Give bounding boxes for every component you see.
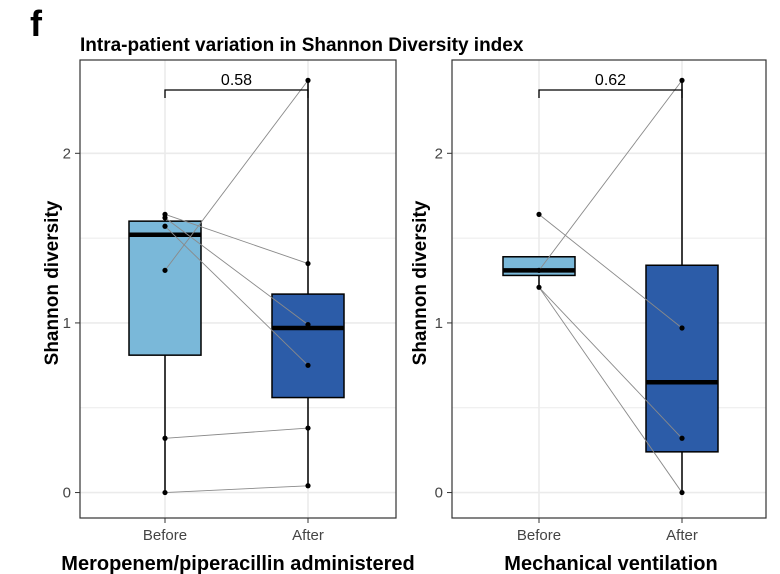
data-point <box>162 435 168 441</box>
p-value-label: 0.58 <box>221 72 252 89</box>
x-tick-label: After <box>666 527 698 544</box>
data-point <box>305 260 311 267</box>
y-tick-label: 0 <box>435 485 443 502</box>
box-after <box>645 264 719 453</box>
x-tick-label: After <box>292 527 324 544</box>
data-point <box>305 483 311 489</box>
data-point <box>162 211 168 217</box>
data-point <box>679 325 685 331</box>
pair-line <box>164 427 309 439</box>
pair-line <box>538 287 683 493</box>
y-tick-label: 0 <box>63 485 71 502</box>
data-point <box>536 284 542 290</box>
figure-title: Intra-patient variation in Shannon Diver… <box>80 35 524 56</box>
y-tick-label: 1 <box>63 315 71 332</box>
data-point <box>305 425 311 431</box>
p-value-label: 0.62 <box>595 72 626 89</box>
pair-line <box>538 286 683 439</box>
y-tick-label: 2 <box>435 145 443 162</box>
x-axis-label-left: Meropenem/piperacillin administered <box>61 553 414 574</box>
data-point <box>679 489 685 496</box>
box-after <box>271 293 345 399</box>
data-point <box>536 267 542 273</box>
comparison-bracket <box>538 89 683 98</box>
x-tick-label: Before <box>517 527 561 544</box>
panel-border <box>451 59 767 519</box>
y-tick-label: 2 <box>63 145 71 162</box>
comparison-bracket <box>164 89 309 98</box>
data-point <box>162 489 168 496</box>
data-point <box>162 223 168 229</box>
x-axis-label-right: Mechanical ventilation <box>504 553 717 574</box>
pair-line <box>164 225 309 366</box>
y-tick-label: 1 <box>435 315 443 332</box>
pair-line <box>164 80 309 271</box>
panel-border <box>79 59 397 519</box>
panel-letter: f <box>30 3 43 44</box>
pair-line <box>538 214 683 329</box>
box-before <box>128 220 202 356</box>
data-point <box>305 77 311 83</box>
data-point <box>679 435 685 441</box>
data-point <box>162 267 168 273</box>
y-axis-label-right: Shannon diversity <box>410 200 431 365</box>
data-point <box>679 77 685 83</box>
y-axis-label-left: Shannon diversity <box>42 200 63 365</box>
panel-mechanical-ventilation: 0 1 2 Before After 0.62 <box>435 59 767 544</box>
pair-line <box>164 485 309 494</box>
data-point <box>305 322 311 328</box>
pair-line <box>538 80 683 271</box>
pair-line <box>164 217 309 325</box>
data-point <box>536 211 542 217</box>
x-tick-label: Before <box>143 527 187 544</box>
pair-line <box>164 213 309 264</box>
data-point <box>305 362 311 368</box>
panel-meropenem: 0 1 2 Before After 0.58 <box>63 59 397 544</box>
